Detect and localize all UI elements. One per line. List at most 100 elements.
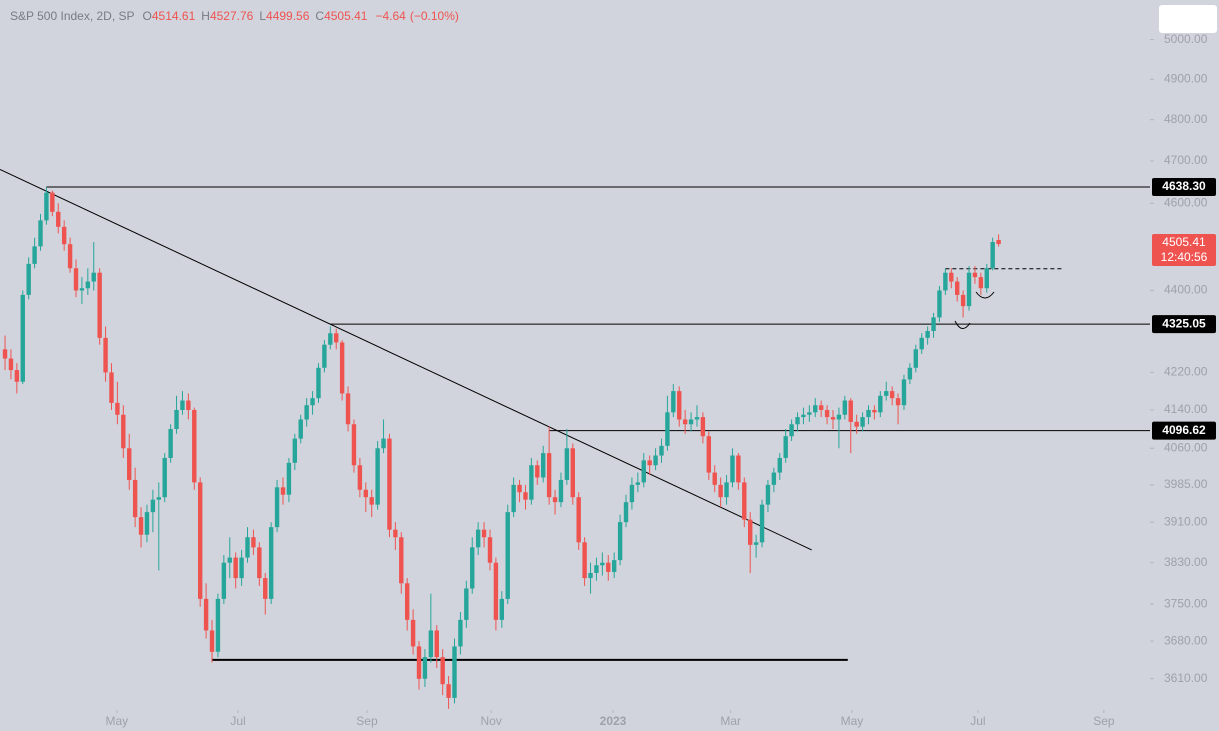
level-label-box (1152, 315, 1216, 334)
candle-body (949, 272, 954, 282)
y-tick-label: 4060.00 (1164, 440, 1208, 454)
candle-body (801, 414, 806, 418)
candle-body (8, 358, 14, 371)
candle-body (682, 419, 688, 425)
candle-body (334, 333, 339, 343)
y-tick-label: 4900.00 (1164, 71, 1208, 85)
candle-body (20, 294, 25, 382)
candle-body (552, 497, 558, 503)
candle-body (470, 547, 475, 589)
x-tick-label: May (105, 714, 128, 728)
candle-body (316, 367, 321, 399)
candle-body (168, 429, 173, 458)
candle-body (339, 342, 345, 394)
candle-body (617, 522, 623, 561)
candle-body (245, 537, 250, 558)
candle-body (44, 192, 49, 221)
candle-body (635, 482, 641, 485)
y-tick-label: 3610.00 (1164, 671, 1208, 685)
candle-body (268, 527, 274, 599)
ohlc-value: 4527.76 (210, 9, 254, 23)
candle-body (452, 646, 457, 698)
ohlc-value: 4499.56 (266, 9, 310, 23)
candle-body (416, 646, 422, 679)
candle-body (393, 529, 398, 538)
candle-body (292, 438, 298, 463)
candle-body (836, 414, 842, 420)
candle-body (121, 414, 126, 449)
candle-body (404, 583, 410, 620)
candle-body (943, 272, 948, 291)
candle-body (718, 484, 723, 498)
candle-body (67, 244, 73, 269)
candle-body (440, 657, 445, 685)
candle-body (866, 409, 871, 418)
x-tick-label: Sep (1093, 714, 1115, 728)
candle-body (215, 598, 221, 652)
candle-body (458, 619, 463, 647)
candle-body (138, 517, 144, 535)
y-tick-label: 3750.00 (1164, 596, 1208, 610)
candle-body (79, 288, 85, 291)
price-label: 4505.41 (1162, 235, 1206, 249)
y-tick-label: 4140.00 (1164, 402, 1208, 416)
candle-body (984, 268, 989, 289)
candle-body (322, 344, 327, 368)
x-tick-label: 2023 (600, 714, 627, 728)
y-tick-label: 4600.00 (1164, 195, 1208, 209)
level-label: 4325.05 (1162, 316, 1206, 330)
change: −4.64 (375, 9, 406, 23)
ohlc-letter: L (259, 9, 266, 23)
candle-body (783, 436, 788, 458)
candle-body (629, 484, 635, 503)
x-tick-label: May (841, 714, 864, 728)
candle-body (511, 484, 516, 513)
candle-body (286, 462, 292, 495)
candle-body (611, 560, 617, 572)
candle-body (736, 455, 741, 483)
candle-body (901, 379, 907, 406)
candle-body (813, 405, 818, 413)
candle-body (694, 417, 700, 420)
candle-body (582, 542, 587, 579)
level-label: 4638.30 (1162, 179, 1206, 193)
candle-body (499, 598, 505, 620)
candle-body (369, 497, 374, 505)
candle-body (103, 337, 108, 373)
candle-body (280, 487, 286, 495)
candle-body (558, 479, 564, 503)
candle-body (192, 409, 197, 483)
candle-body (97, 272, 102, 338)
candle-body (91, 272, 96, 282)
level-label: 4096.62 (1162, 423, 1206, 437)
candle-body (156, 497, 161, 500)
candle-body (85, 281, 91, 289)
candle-body (748, 519, 753, 545)
ohlc-value: 4514.61 (152, 9, 196, 23)
y-tick-label: 3830.00 (1164, 555, 1208, 569)
candle-body (884, 391, 889, 396)
candle-body (32, 246, 37, 264)
candle-body (978, 277, 984, 289)
candle-body (706, 436, 712, 473)
candle-body (144, 512, 150, 535)
candle-body (381, 438, 386, 449)
candle-body (931, 317, 936, 332)
candle-body (913, 349, 919, 368)
level-label-box (1152, 421, 1216, 440)
marks: 5000.00 4900.00 4800.00 4700.00 4600.00 4400.… (0, 32, 1216, 728)
candle-body (990, 242, 995, 269)
candle-body (56, 211, 61, 227)
y-tick-label: 4800.00 (1164, 112, 1208, 126)
ohlc-letter: O (143, 9, 152, 23)
candle-body (600, 562, 605, 566)
candle-body (475, 529, 481, 548)
candle-body (203, 598, 209, 631)
candle-body (197, 482, 203, 599)
candle-body (659, 445, 664, 456)
candle-body (564, 448, 570, 480)
x-tick-label: Nov (480, 714, 501, 728)
candle-body (304, 405, 309, 420)
candle-body (854, 421, 859, 427)
candle-body (14, 370, 20, 382)
